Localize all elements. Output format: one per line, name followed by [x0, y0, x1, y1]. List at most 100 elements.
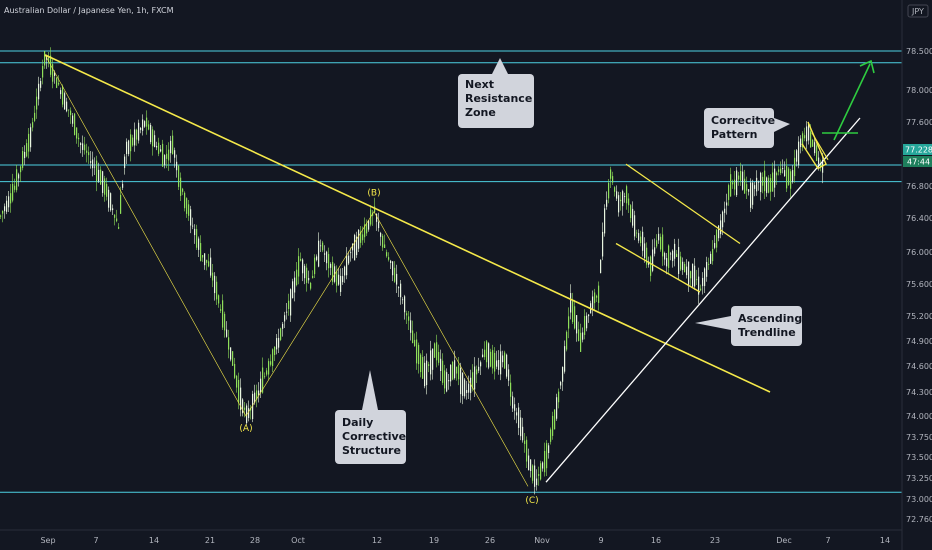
candle-body	[238, 379, 240, 403]
time-tick-label: 26	[485, 536, 495, 545]
candle-body	[752, 182, 754, 205]
candle-body	[572, 300, 574, 323]
candle-body	[776, 172, 778, 176]
candle-body	[328, 254, 330, 269]
candle-body	[742, 171, 744, 190]
channel-lower-line	[615, 242, 701, 293]
candle-body	[442, 360, 444, 383]
candle-body	[150, 124, 152, 143]
price-axis[interactable]: 78.50078.00077.60077.20076.80076.40076.0…	[906, 47, 932, 524]
countdown-value: 47:44	[907, 158, 930, 167]
candle-body	[120, 194, 122, 214]
candle-body	[746, 184, 748, 191]
candle-body	[522, 426, 524, 441]
candle-body	[212, 272, 214, 281]
price-tick-label: 75.200	[906, 312, 932, 321]
candle-body	[686, 266, 688, 276]
candle-body	[540, 463, 542, 480]
candle-body	[64, 93, 66, 110]
candle-body	[396, 273, 398, 285]
candle-body	[542, 462, 544, 469]
candle-body	[108, 189, 110, 208]
candle-body	[698, 276, 700, 295]
candle-body	[316, 256, 318, 260]
callout-pointer	[492, 58, 508, 74]
candle-body	[670, 253, 672, 255]
candle-body	[16, 169, 18, 191]
candle-body	[626, 186, 628, 204]
candle-body	[18, 174, 20, 179]
candle-body	[694, 265, 696, 287]
time-axis[interactable]: Sep 7 14 21 28 Oct 12 19 26 Nov 9 16 23 Dec 7 14	[40, 536, 890, 545]
candle-body	[598, 285, 600, 303]
candle-body	[70, 110, 72, 116]
candle-body	[520, 417, 522, 437]
candle-body	[166, 153, 168, 159]
candle-body	[262, 367, 264, 393]
price-tick-label: 74.600	[906, 362, 932, 371]
currency-selector[interactable]: JPY	[907, 4, 929, 18]
candle-body	[278, 337, 280, 348]
candle-body	[538, 474, 540, 476]
projection-arrow-line	[833, 63, 871, 141]
candle-body	[336, 271, 338, 286]
candle-body	[494, 352, 496, 372]
candle-body	[616, 191, 618, 199]
candle-body	[584, 316, 586, 335]
candle-body	[734, 179, 736, 190]
candle-body	[560, 381, 562, 386]
candle-body	[40, 81, 42, 88]
candle-body	[44, 50, 46, 66]
candle-body	[260, 378, 262, 393]
candle-body	[194, 228, 196, 236]
candle-body	[692, 263, 694, 287]
callout-text: Resistance	[465, 92, 532, 105]
candle-body	[714, 243, 716, 248]
candle-body	[88, 152, 90, 156]
time-tick-label: 14	[880, 536, 890, 545]
candle-body	[146, 117, 148, 127]
candle-body	[158, 142, 160, 154]
candle-body	[646, 247, 648, 265]
callout-pointer	[774, 118, 790, 132]
candle-body	[450, 364, 452, 382]
candle-body	[312, 275, 314, 279]
candle-body	[342, 276, 344, 283]
candle-body	[340, 276, 342, 292]
candle-body	[394, 267, 396, 282]
candle-body	[772, 172, 774, 192]
candle-body	[292, 281, 294, 299]
candle-body	[480, 362, 482, 367]
candle-body	[218, 295, 220, 304]
time-tick-label: 21	[205, 536, 215, 545]
time-tick-label: 12	[372, 536, 382, 545]
candle-body	[310, 282, 312, 289]
price-tick-label: 73.750	[906, 433, 932, 442]
price-tick-label: 72.760	[906, 515, 932, 524]
callout-box	[704, 108, 774, 148]
candle-body	[182, 188, 184, 192]
candle-body	[380, 232, 382, 237]
candle-body	[302, 259, 304, 274]
candle-body	[558, 391, 560, 403]
candle-body	[0, 215, 2, 217]
price-series	[0, 47, 824, 495]
candle-body	[126, 141, 128, 155]
candle-body	[738, 175, 740, 180]
candle-body	[486, 341, 488, 363]
candle-body	[488, 343, 490, 368]
price-tick-label: 74.300	[906, 388, 932, 397]
candle-body	[782, 168, 784, 170]
candle-body	[244, 407, 246, 410]
candle-body	[132, 137, 134, 146]
trendlines	[44, 54, 861, 483]
candle-body	[240, 387, 242, 410]
candle-body	[398, 287, 400, 289]
candle-body	[338, 274, 340, 285]
candle-body	[224, 313, 226, 331]
candle-body	[504, 352, 506, 369]
candle-body	[206, 259, 208, 263]
candle-body	[478, 366, 480, 371]
projection-arrow-head	[859, 59, 875, 74]
